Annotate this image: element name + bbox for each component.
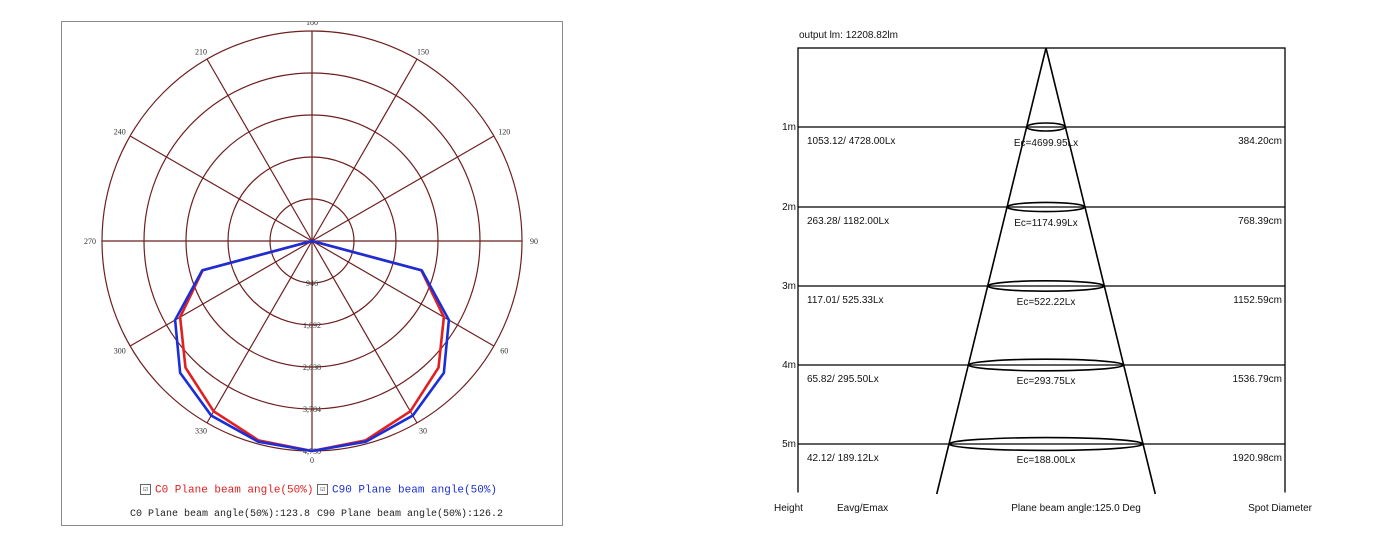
angle-tick-label: 270 <box>84 237 96 246</box>
eavg-emax-value: 42.12/ 189.12Lx <box>807 453 879 464</box>
polar-chart: 18015012090603003303002702402109461,8922… <box>84 22 538 465</box>
center-illuminance: Ec=1174.99Lx <box>1014 218 1077 229</box>
output-lumen-title: output lm: 12208.82lm <box>799 30 898 41</box>
spot-ellipse <box>1006 201 1086 213</box>
column-spot-diameter-label: Spot Diameter <box>1248 503 1313 514</box>
angle-tick-label: 90 <box>530 237 538 246</box>
center-illuminance: Ec=4699.95Lx <box>1014 138 1078 149</box>
angle-tick-label: 210 <box>195 47 207 56</box>
legend-c0-label: C0 Plane beam angle(50%) <box>155 484 314 497</box>
legend-c0[interactable]: ☑ C0 Plane beam angle(50%) <box>140 484 313 496</box>
spot-diameter-value: 1536.79cm <box>1233 374 1282 385</box>
cone-frame <box>797 47 1286 495</box>
spot-diameter-value: 1152.59cm <box>1233 295 1282 306</box>
height-label: 1m <box>782 122 796 133</box>
eavg-emax-value: 65.82/ 295.50Lx <box>807 374 879 385</box>
polar-spoke <box>311 58 418 242</box>
column-height-label: Height <box>774 503 803 514</box>
spot-ellipse <box>967 358 1125 372</box>
angle-tick-label: 330 <box>195 427 207 436</box>
beam-angle-label: Plane beam angle:125.0 Deg <box>1011 503 1141 514</box>
eavg-emax-value: 263.28/ 1182.00Lx <box>807 216 889 227</box>
legend-c90[interactable]: ☑ C90 Plane beam angle(50%) <box>317 484 497 496</box>
angle-tick-label: 60 <box>500 347 508 356</box>
angle-tick-label: 0 <box>310 456 314 465</box>
polar-spoke <box>206 240 313 424</box>
radial-tick-label: 3,784 <box>303 405 321 414</box>
polar-spoke <box>206 58 313 242</box>
cone-right-edge <box>1045 47 1157 495</box>
series-c90-curve <box>173 239 451 453</box>
height-label: 5m <box>782 439 796 450</box>
radial-tick-label: 4,730 <box>303 447 321 456</box>
angle-tick-label: 240 <box>114 128 126 137</box>
angle-tick-label: 30 <box>419 427 427 436</box>
c90-beam-angle-note: C90 Plane beam angle(50%):126.2 <box>317 509 504 520</box>
height-label: 2m <box>782 202 796 213</box>
angle-tick-label: 120 <box>498 128 510 137</box>
spot-ellipse <box>948 436 1144 452</box>
eavg-emax-value: 1053.12/ 4728.00Lx <box>807 136 895 147</box>
angle-tick-label: 150 <box>417 47 429 56</box>
spot-diameter-value: 768.39cm <box>1238 216 1282 227</box>
polar-spoke <box>311 240 418 424</box>
polar-spoke <box>311 135 495 242</box>
radial-tick-label: 1,892 <box>303 321 321 330</box>
spot-ellipse <box>986 279 1106 292</box>
center-illuminance: Ec=188.00Lx <box>1017 455 1076 466</box>
column-eavg-emax-label: Eavg/Emax <box>837 503 888 514</box>
polar-panel: 180 150 120 90 60 30 0 330 300 270 240 210 946 1,892 2… <box>61 21 563 526</box>
cone-left-edge <box>935 47 1047 495</box>
eavg-emax-value: 117.01/ 525.33Lx <box>807 295 884 306</box>
polar-spoke <box>129 135 313 242</box>
polar-spoke <box>129 240 313 347</box>
radial-tick-label: 2,838 <box>303 363 321 372</box>
c0-checkbox[interactable]: ☑ <box>140 484 151 495</box>
polar-spoke <box>311 240 495 347</box>
height-label: 4m <box>782 360 796 371</box>
c0-beam-angle-note: C0 Plane beam angle(50%):123.8 <box>130 509 311 520</box>
height-label: 3m <box>782 281 796 292</box>
spot-ellipse <box>1025 122 1067 132</box>
center-illuminance: Ec=522.22Lx <box>1017 297 1076 308</box>
spot-diameter-value: 1920.98cm <box>1233 453 1282 464</box>
center-illuminance: Ec=293.75Lx <box>1017 376 1076 387</box>
angle-tick-label: 180 <box>306 22 318 27</box>
illuminance-cone-chart: output lm: 12208.82lm 1m 1053.12/ 4728.00L… <box>774 30 1313 514</box>
spot-diameter-value: 384.20cm <box>1238 136 1282 147</box>
angle-tick-label: 300 <box>114 347 126 356</box>
radial-tick-label: 946 <box>306 279 318 288</box>
c90-checkbox[interactable]: ☑ <box>317 484 328 495</box>
legend-c90-label: C90 Plane beam angle(50%) <box>332 484 498 497</box>
